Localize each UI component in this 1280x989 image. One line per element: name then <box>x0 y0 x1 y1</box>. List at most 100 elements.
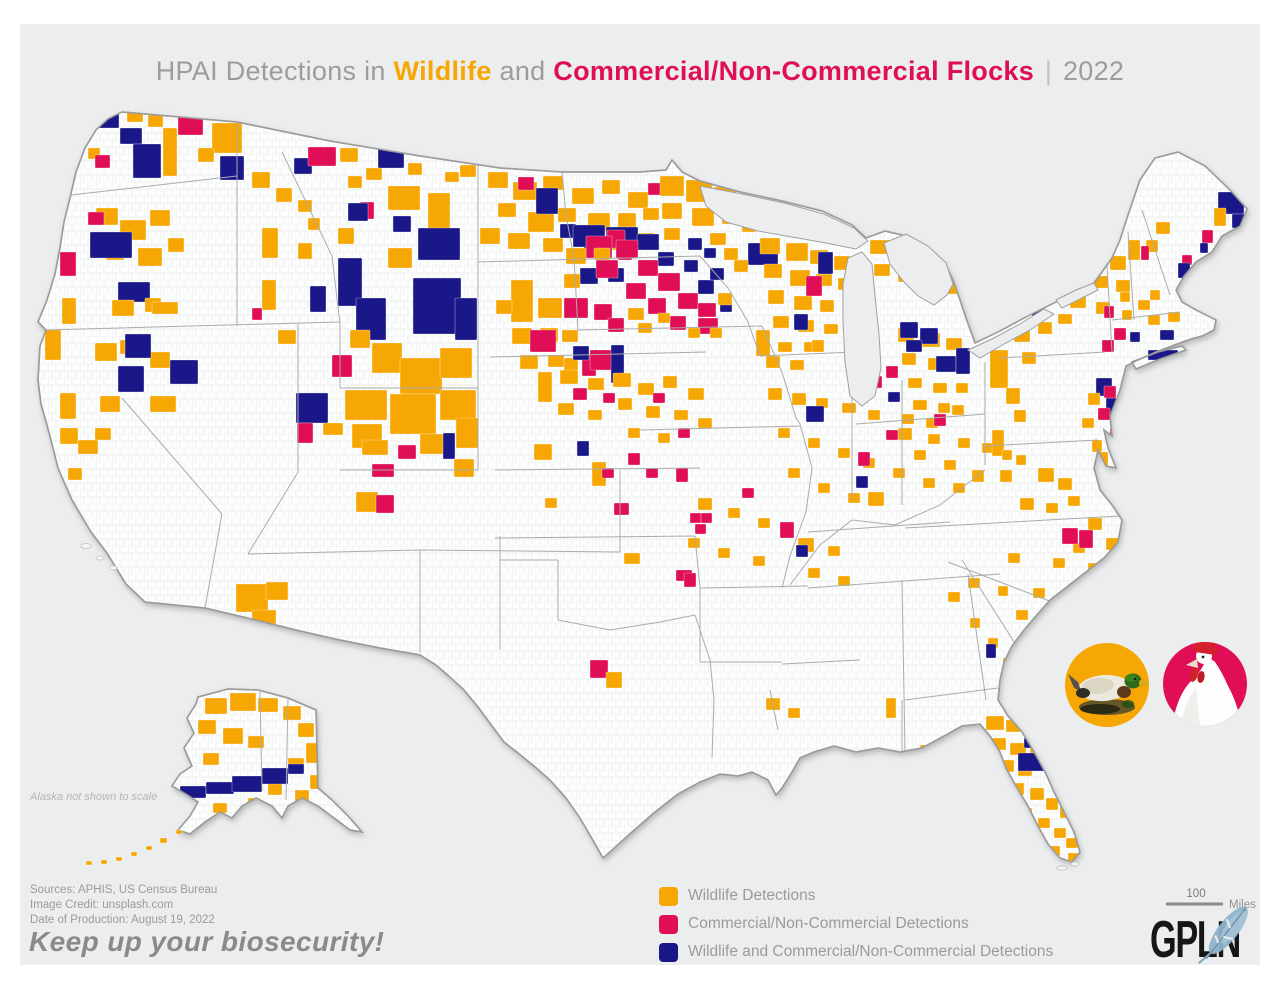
county-wildlife-detection <box>952 482 966 494</box>
county-wildlife-detection <box>1213 207 1227 227</box>
county-commercial-detection <box>1097 407 1111 421</box>
county-both-detection <box>132 143 162 179</box>
county-wildlife-detection <box>510 279 534 323</box>
county-wildlife-detection <box>94 342 118 362</box>
county-both-detection <box>169 359 199 385</box>
county-wildlife-detection <box>927 433 941 445</box>
county-wildlife-detection <box>235 583 269 613</box>
title-flocks-word: Commercial/Non-Commercial Flocks <box>553 56 1035 86</box>
county-wildlife-detection <box>885 697 897 719</box>
county-wildlife-detection <box>807 437 821 449</box>
county-wildlife-detection <box>817 482 831 494</box>
county-wildlife-detection <box>479 227 501 245</box>
county-wildlife-detection <box>892 467 906 479</box>
county-both-detection <box>535 187 559 215</box>
county-wildlife-detection <box>772 315 790 329</box>
title-prefix: HPAI Detections in <box>155 56 386 86</box>
county-wildlife-detection <box>1155 221 1171 235</box>
county-wildlife-detection <box>951 404 965 416</box>
county-both-detection <box>687 237 703 251</box>
county-commercial-detection <box>375 494 395 514</box>
county-wildlife-detection <box>1057 477 1073 491</box>
county-wildlife-detection <box>841 402 857 414</box>
county-commercial-detection <box>613 502 630 516</box>
county-wildlife-detection <box>717 547 731 559</box>
county-wildlife-detection <box>1115 279 1131 293</box>
county-wildlife-detection <box>77 439 99 455</box>
county-commercial-detection <box>677 427 691 439</box>
county-wildlife-detection <box>623 552 641 565</box>
county-wildlife-detection <box>727 507 741 519</box>
county-wildlife-detection <box>371 342 403 374</box>
legend-item-both: Wildlife and Commercial/Non-Commercial D… <box>659 938 1053 966</box>
county-both-detection <box>657 251 675 267</box>
channel-island <box>95 555 105 561</box>
county-both-detection <box>337 257 363 307</box>
county-both-detection <box>355 297 387 341</box>
county-wildlife-detection <box>459 164 477 178</box>
county-both-detection <box>1115 415 1129 431</box>
county-commercial-detection <box>517 176 535 191</box>
both-swatch <box>659 942 678 962</box>
county-wildlife-detection <box>1067 495 1081 507</box>
county-both-detection <box>119 127 143 145</box>
county-wildlife-detection <box>997 585 1009 597</box>
county-wildlife-detection <box>793 295 813 311</box>
duck-photo-badge <box>1065 643 1149 727</box>
county-wildlife-detection <box>167 237 185 253</box>
county-wildlife-detection <box>767 289 785 305</box>
county-both-detection <box>1129 331 1141 343</box>
county-wildlife-detection <box>1052 557 1066 569</box>
scale-unit: Miles <box>1229 899 1256 911</box>
lake-ontario <box>1055 282 1099 309</box>
county-commercial-detection <box>1140 245 1150 261</box>
county-both-detection <box>817 251 834 275</box>
county-wildlife-detection <box>673 409 689 421</box>
county-wildlife-detection <box>1025 723 1043 737</box>
county-wildlife-detection <box>957 437 971 449</box>
county-commercial-detection <box>652 392 666 404</box>
county-wildlife-detection <box>642 207 660 221</box>
county-commercial-detection <box>627 452 641 466</box>
county-wildlife-detection <box>565 247 587 265</box>
county-wildlife-detection <box>344 389 388 421</box>
county-wildlife-detection <box>267 782 283 796</box>
county-wildlife-detection <box>197 719 217 735</box>
county-wildlife-detection <box>901 413 915 425</box>
county-wildlife-detection <box>204 697 228 715</box>
county-wildlife-detection <box>361 439 389 456</box>
county-wildlife-detection <box>349 329 371 349</box>
county-both-detection <box>1199 242 1209 254</box>
county-wildlife-detection <box>1055 597 1069 609</box>
county-wildlife-detection <box>785 242 809 262</box>
county-wildlife-detection <box>365 167 383 181</box>
county-wildlife-detection <box>99 395 121 413</box>
county-commercial-detection <box>741 487 755 499</box>
county-wildlife-detection <box>126 112 144 123</box>
county-commercial-detection <box>595 259 619 279</box>
county-both-detection <box>683 259 699 273</box>
county-wildlife-detection <box>275 187 293 203</box>
county-wildlife-detection <box>399 357 443 395</box>
county-wildlife-detection <box>1107 572 1121 586</box>
county-wildlife-detection <box>211 122 243 154</box>
county-wildlife-detection <box>265 581 289 601</box>
county-commercial-detection <box>601 467 615 479</box>
county-commercial-detection <box>805 275 823 297</box>
county-wildlife-detection <box>1062 242 1086 262</box>
county-wildlife-detection <box>1087 247 1109 265</box>
county-both-detection <box>261 767 289 785</box>
county-wildlife-detection <box>1032 832 1044 844</box>
county-wildlife-detection <box>789 359 805 371</box>
county-wildlife-detection <box>999 469 1013 483</box>
county-commercial-detection <box>677 292 699 310</box>
county-wildlife-detection <box>130 851 138 857</box>
county-wildlife-detection <box>439 347 473 379</box>
county-wildlife-detection <box>251 171 271 189</box>
county-both-detection <box>417 227 461 261</box>
county-wildlife-detection <box>912 399 928 411</box>
county-commercial-detection <box>885 365 899 379</box>
county-commercial-detection <box>697 302 717 318</box>
small-islands <box>80 543 1080 871</box>
county-wildlife-detection <box>444 171 460 183</box>
